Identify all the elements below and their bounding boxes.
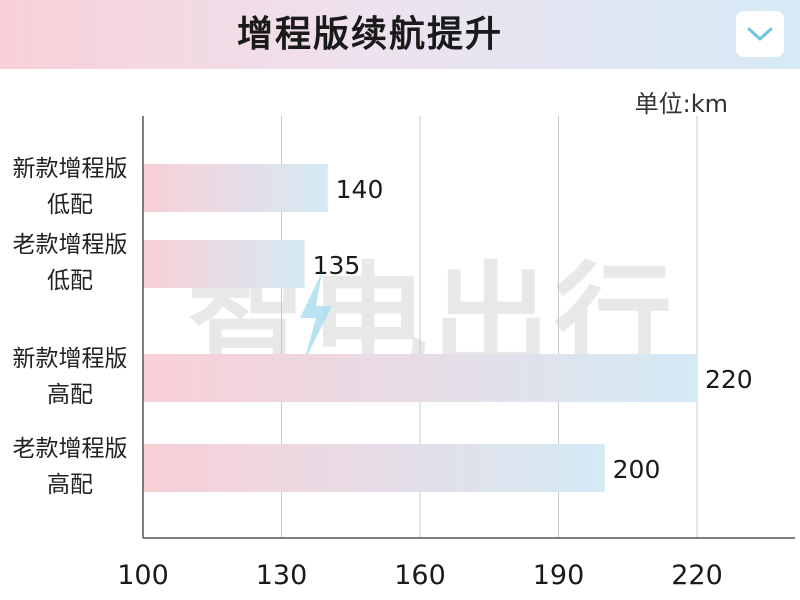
- page-title: 增程版续航提升: [236, 14, 503, 55]
- lightning-bolt-icon: [300, 272, 332, 362]
- bar: [143, 354, 697, 402]
- labels: 100 130 160 190 220新款增程版低配老款增程版低配新款增程版高配老款增程…: [13, 156, 753, 591]
- category-label: 老款增程版: [13, 232, 128, 258]
- bar: [143, 240, 305, 288]
- header-bar: 增程版续航提升: [0, 0, 800, 69]
- category-label: 低配: [47, 192, 93, 218]
- category-label: 老款增程版: [13, 436, 128, 462]
- category-label: 低配: [47, 268, 93, 294]
- category-label: 新款增程版: [13, 156, 128, 182]
- data-label: 135: [313, 251, 361, 280]
- data-label: 220: [705, 365, 753, 394]
- category-label: 高配: [47, 382, 93, 408]
- x-tick-label: 190: [533, 560, 585, 591]
- bar: [143, 164, 328, 212]
- x-tick-label: 160: [394, 560, 446, 591]
- chevron-down-icon: [747, 27, 773, 41]
- bars: [143, 164, 697, 492]
- category-label: 新款增程版: [13, 346, 128, 372]
- data-label: 140: [336, 175, 384, 204]
- bar: [143, 444, 605, 492]
- category-label: 高配: [47, 472, 93, 498]
- x-tick-label: 220: [671, 560, 723, 591]
- data-label: 200: [613, 455, 661, 484]
- expand-toggle-button[interactable]: [736, 11, 784, 57]
- axes: [142, 116, 795, 539]
- unit-label: 单位:km: [634, 90, 728, 118]
- x-tick-label: 130: [256, 560, 308, 591]
- x-tick-label: 100: [117, 560, 169, 591]
